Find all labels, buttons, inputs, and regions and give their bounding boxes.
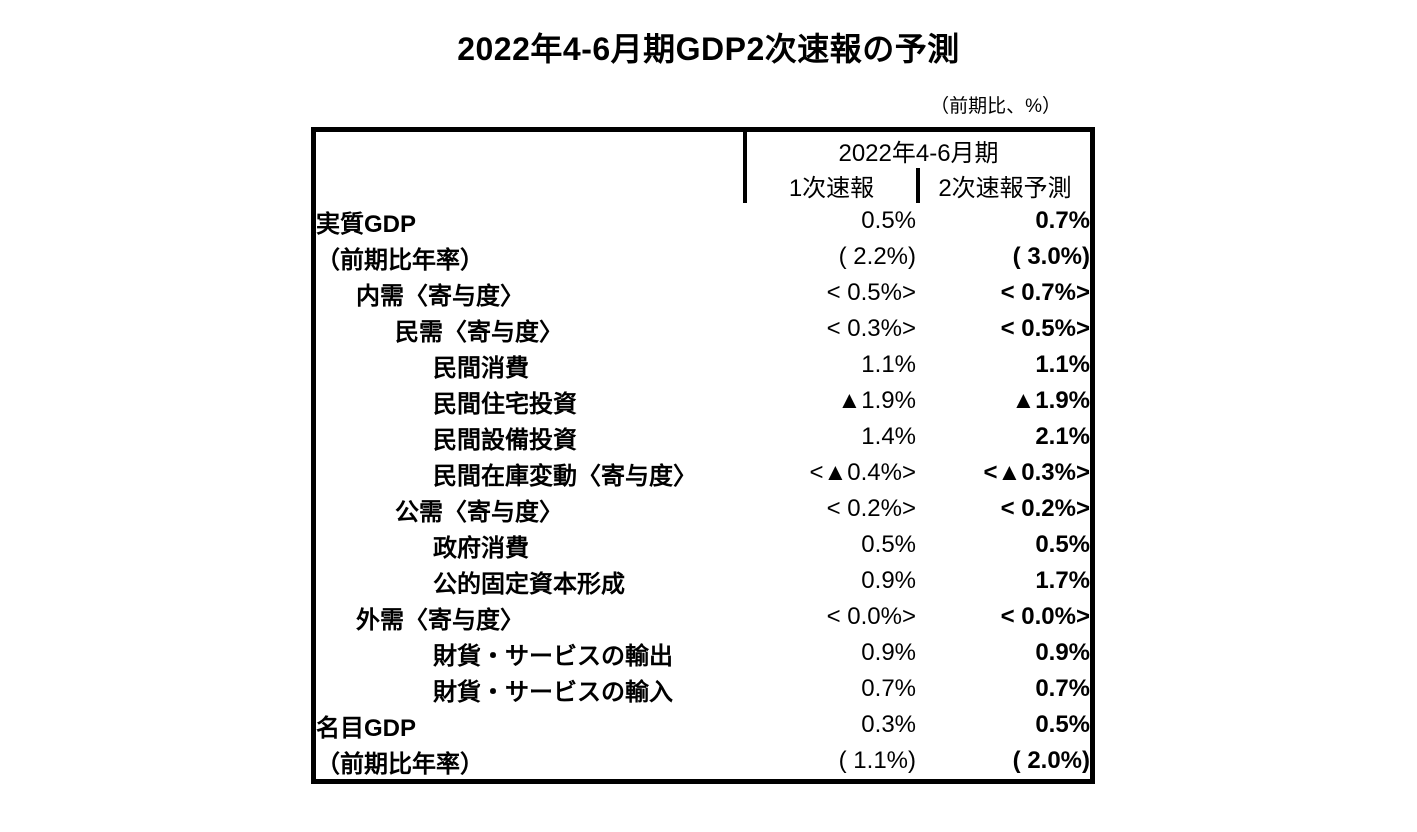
period-header: 2022年4-6月期 — [743, 132, 1090, 168]
value-second-forecast: <▲0.3%> — [983, 459, 1091, 486]
row-label: 民間消費 — [433, 354, 529, 382]
value-second-forecast: 2.1% — [1035, 423, 1091, 450]
value-second-forecast: 0.7% — [1035, 207, 1091, 234]
value-second-forecast: ( 2.0%) — [1012, 747, 1091, 774]
table-row: （前期比年率） ( 2.2%) ( 3.0%) — [316, 239, 1090, 275]
table-header-row-period: 2022年4-6月期 — [316, 132, 1090, 168]
value-first-release: 1.1% — [861, 351, 916, 378]
row-label: 財貨・サービスの輸出 — [433, 642, 673, 670]
indent-gutter — [395, 347, 433, 491]
row-label: 名目GDP — [316, 714, 417, 742]
value-second-forecast: 0.9% — [1035, 639, 1091, 666]
row-label: 民間設備投資 — [433, 426, 577, 454]
indent-gutter — [356, 635, 433, 707]
indent-gutter — [316, 275, 356, 707]
value-first-release: 0.3% — [861, 711, 916, 738]
value-first-release: ( 1.1%) — [838, 747, 916, 774]
value-second-forecast: 0.5% — [1035, 711, 1091, 738]
row-label: 政府消費 — [433, 534, 529, 562]
row-label: 財貨・サービスの輸入 — [433, 678, 673, 706]
value-first-release: < 0.3%> — [826, 315, 916, 342]
table-row: 民間住宅投資 ▲1.9% ▲1.9% — [316, 383, 1090, 419]
row-label: 公的固定資本形成 — [433, 570, 625, 598]
value-second-forecast: 1.1% — [1035, 351, 1091, 378]
table-row: 公需〈寄与度〉 < 0.2%> < 0.2%> — [316, 491, 1090, 527]
value-first-release: <▲0.4%> — [809, 459, 917, 486]
table-row: 名目GDP 0.3% 0.5% — [316, 707, 1090, 743]
row-label: （前期比年率） — [316, 750, 484, 778]
value-first-release: < 0.5%> — [826, 279, 916, 306]
value-second-forecast: ( 3.0%) — [1012, 243, 1091, 270]
table-row: 政府消費 0.5% 0.5% — [316, 527, 1091, 599]
value-first-release: 0.7% — [861, 675, 916, 702]
value-first-release: 1.4% — [861, 423, 916, 450]
value-first-release: ( 2.2%) — [838, 243, 916, 270]
value-first-release: 0.5% — [861, 207, 916, 234]
value-first-release: < 0.0%> — [826, 603, 916, 630]
table-row: 外需〈寄与度〉 < 0.0%> < 0.0%> — [316, 599, 1090, 635]
row-label: 民間在庫変動〈寄与度〉 — [433, 462, 697, 490]
table-row: 民間在庫変動〈寄与度〉 <▲0.4%> <▲0.3%> — [316, 455, 1090, 491]
table-row: 実質GDP 0.5% 0.7% — [316, 203, 1090, 239]
table-row: 財貨・サービスの輸出 0.9% 0.9% — [316, 635, 1091, 707]
table-header-row-columns: 1次速報 2次速報予測 — [316, 168, 1090, 203]
table-row: 公的固定資本形成 0.9% 1.7% — [316, 563, 1090, 599]
value-second-forecast: < 0.2%> — [1000, 495, 1091, 522]
value-second-forecast: ▲1.9% — [1011, 387, 1091, 414]
value-first-release: 0.5% — [861, 531, 916, 558]
table-corner-cell — [316, 132, 743, 203]
row-label: 公需〈寄与度〉 — [395, 498, 563, 526]
row-label: 民間住宅投資 — [433, 390, 577, 418]
value-first-release: ▲1.9% — [837, 387, 916, 414]
table-row: （前期比年率） ( 1.1%) ( 2.0%) — [316, 743, 1090, 779]
value-second-forecast: 0.7% — [1035, 675, 1091, 702]
value-second-forecast: 0.5% — [1035, 531, 1091, 558]
indent-gutter — [395, 527, 433, 599]
value-first-release: < 0.2%> — [826, 495, 916, 522]
col-header-second-forecast: 2次速報予測 — [916, 168, 1090, 203]
row-label: 外需〈寄与度〉 — [356, 606, 524, 634]
gdp-forecast-table: 2022年4-6月期 1次速報 2次速報予測 実質GDP 0.5% 0.7% （… — [311, 127, 1096, 784]
row-label: （前期比年率） — [316, 246, 484, 274]
row-label: 民需〈寄与度〉 — [395, 318, 563, 346]
unit-note: （前期比、%） — [930, 96, 1061, 117]
col-header-first-release: 1次速報 — [743, 168, 916, 203]
table-row: 民間設備投資 1.4% 2.1% — [316, 419, 1090, 455]
table-row: 内需〈寄与度〉 < 0.5%> < 0.7%> — [316, 275, 1091, 707]
value-second-forecast: < 0.0%> — [1000, 603, 1091, 630]
indent-gutter — [356, 311, 395, 599]
value-first-release: 0.9% — [861, 567, 916, 594]
row-label: 実質GDP — [316, 210, 417, 238]
table-row: 財貨・サービスの輸入 0.7% 0.7% — [316, 671, 1090, 707]
table-row: 民間消費 1.1% 1.1% — [316, 347, 1091, 491]
table-row: 民需〈寄与度〉 < 0.3%> < 0.5%> — [316, 311, 1091, 599]
row-label: 内需〈寄与度〉 — [356, 282, 524, 310]
value-first-release: 0.9% — [861, 639, 916, 666]
value-second-forecast: < 0.5%> — [1000, 315, 1091, 342]
value-second-forecast: 1.7% — [1035, 567, 1091, 594]
page-title: 2022年4-6月期GDP2次速報の予測 — [457, 31, 960, 67]
value-second-forecast: < 0.7%> — [1000, 279, 1091, 306]
